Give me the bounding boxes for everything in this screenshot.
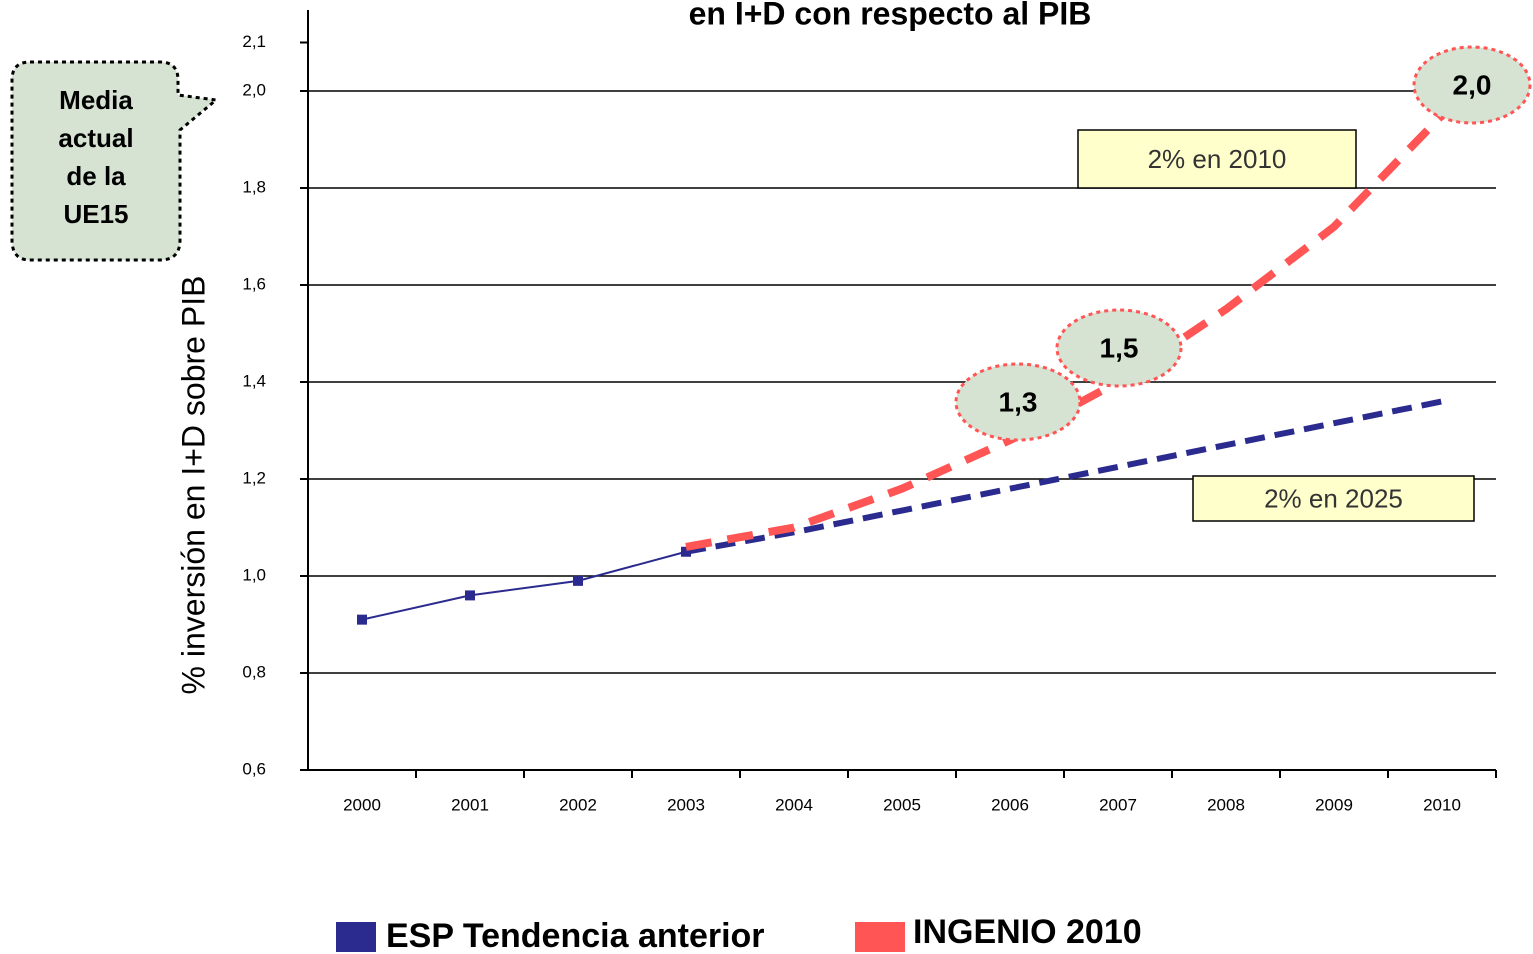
y-tick-label: 1,4 (242, 371, 266, 390)
value-bubble (954, 362, 1082, 442)
callout-text: de la (66, 161, 126, 191)
bubble-text: 2,0 (1453, 69, 1492, 100)
point-marker (465, 590, 475, 601)
callout-shape (10, 60, 220, 262)
x-tick-label: 2003 (667, 795, 705, 814)
callout-text: UE15 (63, 199, 128, 229)
series-dashed-line (685, 112, 1445, 551)
y-tick-label: 1,0 (242, 565, 266, 584)
legend-swatch (855, 922, 905, 952)
y-tick-label: 1,8 (242, 177, 266, 196)
bubble-text: 1,5 (1100, 332, 1139, 363)
callout-text: Media (59, 85, 133, 115)
annotation-text: 2% en 2010 (1148, 144, 1287, 174)
point-marker (573, 575, 583, 586)
chart-title: en I+D con respecto al PIB (689, 0, 1092, 31)
y-tick-label: 0,6 (242, 759, 266, 778)
y-tick-label: 1,2 (242, 468, 266, 487)
point-marker (357, 614, 367, 625)
y-tick-label: 2,0 (242, 80, 266, 99)
x-tick-label: 2004 (775, 795, 813, 814)
annotation-text: 2% en 2025 (1264, 483, 1403, 513)
series-line (361, 550, 687, 621)
annotation-box (1077, 129, 1357, 189)
x-tick-label: 2005 (883, 795, 921, 814)
callout-text: actual (58, 123, 133, 153)
x-tick-label: 2006 (991, 795, 1029, 814)
point-marker (681, 546, 691, 557)
x-tick-label: 2002 (559, 795, 597, 814)
value-bubble (1412, 45, 1532, 125)
y-tick-label: 1,6 (242, 274, 266, 293)
y-axis-label: % inversión en I+D sobre PIB (175, 276, 211, 695)
x-tick-label: 2001 (451, 795, 489, 814)
series-dashed-line (685, 398, 1443, 555)
x-tick-label: 2000 (343, 795, 381, 814)
x-tick-label: 2008 (1207, 795, 1245, 814)
y-tick-label: 0,8 (242, 662, 266, 681)
value-bubble (1055, 308, 1183, 388)
legend-label: INGENIO 2010 (913, 913, 1142, 951)
y-tick-label: 2,1 (242, 32, 266, 51)
legend-swatch (336, 922, 376, 952)
legend-label: ESP Tendencia anterior (386, 917, 765, 954)
x-tick-label: 2009 (1315, 795, 1353, 814)
bubble-text: 1,3 (999, 386, 1038, 417)
x-tick-label: 2007 (1099, 795, 1137, 814)
annotation-box (1192, 475, 1475, 522)
x-tick-label: 2010 (1423, 795, 1461, 814)
